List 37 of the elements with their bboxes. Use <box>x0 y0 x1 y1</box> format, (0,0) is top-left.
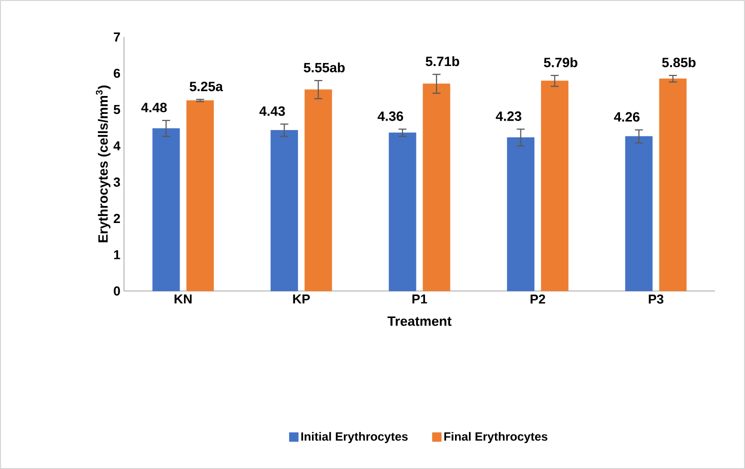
y-tick-label: 0 <box>114 286 120 296</box>
bar <box>507 137 534 292</box>
bar <box>541 80 568 292</box>
bar <box>422 84 450 292</box>
data-label: 5.79b <box>544 57 578 68</box>
y-tick-label: 1 <box>114 250 120 260</box>
x-tick-label: P1 <box>412 294 428 304</box>
y-tick-label: 6 <box>114 68 120 78</box>
legend-label: Initial Erythrocytes <box>301 432 408 444</box>
data-label: 5.55ab <box>304 62 345 72</box>
bar <box>304 89 332 292</box>
data-label: 4.48 <box>141 102 167 112</box>
legend-label: Final Erythrocytes <box>444 432 548 444</box>
bar <box>186 100 214 292</box>
data-label: 4.43 <box>259 106 285 116</box>
data-label: 4.36 <box>378 111 404 121</box>
bar <box>659 78 687 292</box>
bar <box>625 136 653 292</box>
y-tick-label: 7 <box>114 32 120 42</box>
y-axis-title: Erythrocytes (cells/mm$^{3}$) <box>96 86 110 242</box>
data-label: 5.25a <box>190 82 224 92</box>
data-label: 5.71b <box>426 56 460 66</box>
x-tick-label: P3 <box>648 294 664 304</box>
bar <box>270 130 298 292</box>
y-tick-label: 5 <box>114 105 120 114</box>
data-label: 4.23 <box>496 111 522 121</box>
y-tick-label: 4 <box>113 141 120 150</box>
x-tick-label: KP <box>293 294 310 304</box>
x-tick-label: P2 <box>530 294 546 304</box>
y-tick-label: 2 <box>114 214 120 223</box>
x-axis-title: Treatment <box>388 316 452 326</box>
bar <box>152 128 180 292</box>
data-label: 4.26 <box>614 112 640 122</box>
bar <box>388 132 416 292</box>
data-label: 5.85b <box>662 57 696 68</box>
y-tick-label: 3 <box>114 178 120 187</box>
x-tick-label: KN <box>174 294 192 304</box>
